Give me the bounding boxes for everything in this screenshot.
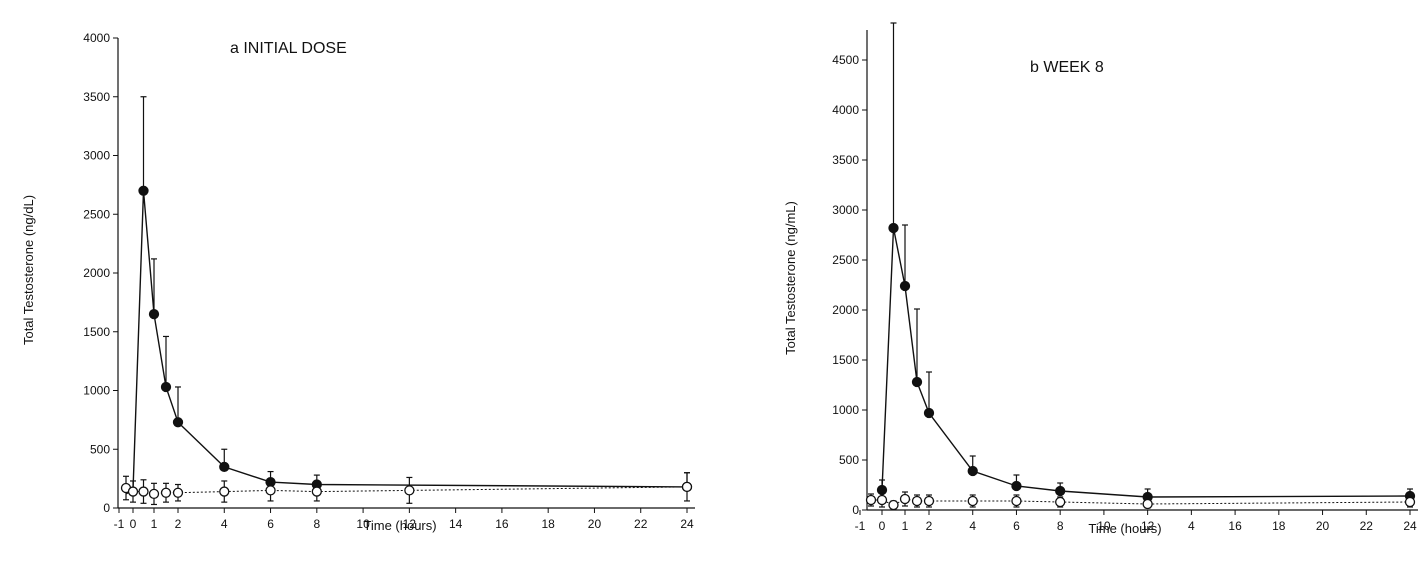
y-tick-label: 4500 — [832, 53, 859, 67]
y-tick-label: 3500 — [832, 153, 859, 167]
data-point — [1055, 485, 1066, 497]
x-tick-label: 12 — [1141, 519, 1155, 533]
y-tick-label: 1500 — [832, 353, 859, 367]
x-tick-label: 10 — [356, 517, 370, 531]
data-point — [148, 488, 160, 500]
x-tick-label: 2 — [926, 519, 933, 533]
x-tick-label: 24 — [1403, 519, 1417, 533]
x-tick-label: 8 — [313, 517, 320, 531]
data-point — [311, 486, 322, 497]
data-point — [865, 494, 877, 506]
x-tick-label: 4 — [969, 519, 976, 533]
x-tick-label: 2 — [175, 517, 182, 531]
data-point — [876, 494, 888, 506]
y-tick-label: 1000 — [83, 384, 110, 398]
y-tick-label: 3500 — [83, 90, 110, 104]
y-tick-label: 2500 — [83, 207, 110, 221]
data-point — [138, 486, 149, 497]
y-axis-title: Total Testosterone (ng/mL) — [783, 201, 798, 355]
x-tick-label: 0 — [879, 519, 886, 533]
data-point — [923, 407, 935, 419]
x-tick-label: 1 — [902, 519, 909, 533]
data-point — [127, 486, 139, 497]
data-point — [265, 485, 276, 496]
series-line — [125, 190, 688, 495]
x-tick-label: 16 — [1228, 519, 1242, 533]
x-tick-label: 16 — [495, 517, 509, 531]
data-point — [1011, 480, 1022, 492]
x-tick-label: 8 — [1057, 519, 1064, 533]
data-point — [172, 487, 184, 498]
data-point — [1011, 495, 1022, 507]
y-tick-label: 4000 — [83, 31, 110, 45]
y-tick-label: 4000 — [832, 103, 859, 117]
x-tick-label: 4 — [221, 517, 228, 531]
x-tick-label: 0 — [130, 517, 137, 531]
x-tick-label: 4 — [1188, 519, 1195, 533]
series-treated — [876, 22, 1416, 503]
x-tick-label: 20 — [1316, 519, 1330, 533]
data-point — [899, 280, 911, 292]
y-tick-label: 3000 — [832, 203, 859, 217]
y-tick-label: 0 — [103, 501, 110, 515]
y-tick-label: 500 — [90, 442, 110, 456]
data-point — [160, 381, 172, 393]
chart-title: b WEEK 8 — [1030, 59, 1104, 76]
series-control — [120, 472, 693, 506]
x-tick-label: 6 — [1013, 519, 1020, 533]
data-point — [681, 481, 693, 493]
x-tick-label: -1 — [855, 519, 866, 533]
data-point — [219, 461, 230, 473]
data-point — [911, 495, 923, 507]
data-point — [148, 308, 160, 320]
data-point — [1404, 496, 1416, 508]
data-point — [888, 499, 899, 511]
x-axis-title: Time (hours) — [363, 518, 436, 533]
y-tick-label: 2000 — [832, 303, 859, 317]
chart-panel-b: b WEEK 8 0 500 1000 1500 2000 2500 3000 3500 4000… — [783, 22, 1418, 536]
x-tick-label: 24 — [680, 517, 694, 531]
x-axis-title: Time (hours) — [1088, 521, 1161, 536]
data-point — [219, 486, 230, 497]
y-tick-label: 2000 — [83, 266, 110, 280]
y-tick-label: 3000 — [83, 149, 110, 163]
data-point — [911, 376, 923, 388]
data-point — [899, 493, 911, 505]
data-point — [404, 485, 415, 496]
data-point — [967, 495, 978, 507]
series-line — [881, 227, 1411, 498]
data-point — [138, 185, 149, 196]
x-tick-label: 6 — [267, 517, 274, 531]
chart-title: a INITIAL DOSE — [230, 40, 347, 57]
y-axis-title: Total Testosterone (ng/dL) — [21, 195, 36, 345]
data-point — [888, 222, 899, 234]
data-point — [1055, 496, 1066, 508]
data-point — [1142, 498, 1153, 510]
series-control — [865, 491, 1416, 511]
x-tick-label: 14 — [449, 517, 463, 531]
x-tick-label: 22 — [1360, 519, 1374, 533]
data-point — [160, 487, 172, 498]
y-tick-label: 500 — [839, 453, 859, 467]
series-treated — [125, 96, 693, 495]
y-tick-label: 1500 — [83, 325, 110, 339]
x-tick-label: -1 — [114, 517, 125, 531]
y-tick-label: 2500 — [832, 253, 859, 267]
x-tick-label: 18 — [1272, 519, 1286, 533]
chart-panel-a: a INITIAL DOSE 0 500 1000 1500 2000 2500 3000 35… — [21, 31, 695, 533]
x-tick-label: 12 — [403, 517, 417, 531]
data-point — [967, 465, 978, 477]
data-point — [172, 417, 184, 428]
data-point — [923, 495, 935, 507]
x-tick-label: 10 — [1097, 519, 1111, 533]
x-tick-label: 18 — [542, 517, 556, 531]
x-tick-label: 20 — [588, 517, 602, 531]
x-tick-label: 22 — [634, 517, 648, 531]
y-tick-label: 1000 — [832, 403, 859, 417]
series-line — [871, 498, 1411, 506]
y-tick-label: 0 — [852, 503, 859, 517]
x-tick-label: 1 — [151, 517, 158, 531]
